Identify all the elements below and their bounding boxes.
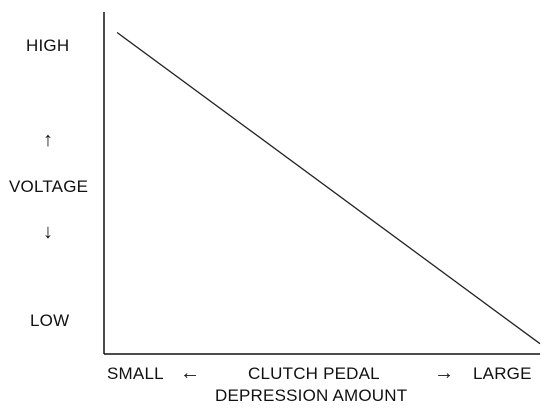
right-arrow-icon: →	[434, 362, 454, 384]
up-arrow-icon: ↑	[43, 129, 53, 151]
x-small-label: SMALL	[107, 364, 164, 383]
left-arrow-icon: ←	[180, 362, 200, 384]
series-line-0	[116, 31, 541, 345]
series-layer	[116, 31, 541, 345]
down-arrow-icon: ↓	[43, 221, 53, 243]
y-high-label: HIGH	[26, 36, 70, 55]
y-axis-title: VOLTAGE	[9, 177, 89, 196]
y-low-label: LOW	[30, 311, 70, 330]
x-large-label: LARGE	[473, 364, 532, 383]
x-axis-title-line2: DEPRESSION AMOUNT	[215, 386, 408, 405]
x-axis-title-line1: CLUTCH PEDAL	[248, 364, 380, 383]
